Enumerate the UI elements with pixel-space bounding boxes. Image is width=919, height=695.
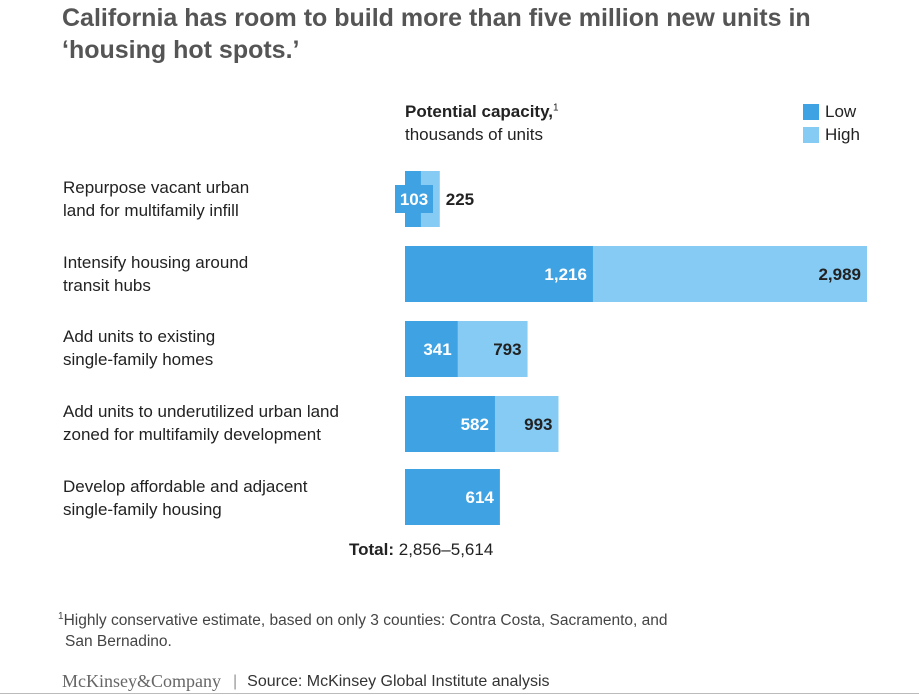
category-label-0: Repurpose vacant urban land for multifam… <box>63 176 393 222</box>
bar-high-label-3: 993 <box>524 415 552 434</box>
total-value: 2,856–5,614 <box>398 540 494 559</box>
bar-low-3 <box>405 396 495 452</box>
category-label-0-line2: land for multifamily infill <box>63 201 239 220</box>
bar-low-1 <box>405 246 593 302</box>
bar-low-label-3: 582 <box>461 415 489 434</box>
bar-low-label-1: 1,216 <box>544 265 587 284</box>
category-label-3-line2: zoned for multifamily development <box>63 425 321 444</box>
total: Total: 2,856–5,614 <box>349 540 493 560</box>
bar-low-2 <box>405 321 458 377</box>
legend-label-low: Low <box>825 102 857 121</box>
category-label-0-line1: Repurpose vacant urban <box>63 178 250 197</box>
bar-low-label-4: 614 <box>466 488 495 507</box>
category-label-3-line1: Add units to underutilized urban land <box>63 402 339 421</box>
category-label-2: Add units to existing single-family home… <box>63 325 393 371</box>
source-text: Source: McKinsey Global Institute analys… <box>247 672 550 690</box>
brand-logo: McKinsey&Company <box>62 671 221 691</box>
bar-high-label-1: 2,989 <box>818 265 861 284</box>
legend: Low High <box>803 100 860 146</box>
footnote: 1Highly conservative estimate, based on … <box>58 606 818 652</box>
axis-caption-line1: Potential capacity, <box>405 102 554 121</box>
bar-low-label-2: 341 <box>423 340 451 359</box>
category-label-3: Add units to underutilized urban land zo… <box>63 400 393 446</box>
category-label-2-line2: single-family homes <box>63 350 214 369</box>
category-label-1-line2: transit hubs <box>63 276 151 295</box>
category-label-2-line1: Add units to existing <box>63 327 216 346</box>
bar-low-label-box-0 <box>395 185 433 213</box>
bar-high-label-0: 225 <box>446 190 474 209</box>
footnote-line2: San Bernadino. <box>65 633 172 651</box>
legend-swatch-high <box>803 126 819 143</box>
bar-low-4 <box>405 469 500 525</box>
bar-low-label-0: 103 <box>400 190 428 209</box>
footer-separator: | <box>233 672 238 690</box>
legend-swatch-low <box>803 103 819 120</box>
axis-caption: Potential capacity,1 thousands of units <box>405 100 559 146</box>
category-label-4-line2: single-family housing <box>63 500 222 519</box>
legend-item-low: Low <box>803 100 860 123</box>
footnote-mark: 1 <box>58 611 64 622</box>
axis-caption-footnote-mark: 1 <box>553 102 559 114</box>
axis-caption-line2: thousands of units <box>405 125 543 144</box>
category-label-4-line1: Develop affordable and adjacent <box>63 477 308 496</box>
category-label-4: Develop affordable and adjacent single-f… <box>63 475 393 521</box>
chart-title: California has room to build more than f… <box>62 4 811 64</box>
category-label-1: Intensify housing around transit hubs <box>63 251 393 297</box>
footer: McKinsey&Company | Source: McKinsey Glob… <box>62 671 550 692</box>
bar-high-label-2: 793 <box>493 340 521 359</box>
footnote-line1: Highly conservative estimate, based on o… <box>63 612 668 630</box>
bottom-rule <box>0 693 919 694</box>
legend-label-high: High <box>825 125 860 144</box>
total-label: Total: <box>349 540 395 559</box>
legend-item-high: High <box>803 123 860 146</box>
category-label-1-line1: Intensify housing around <box>63 253 249 272</box>
